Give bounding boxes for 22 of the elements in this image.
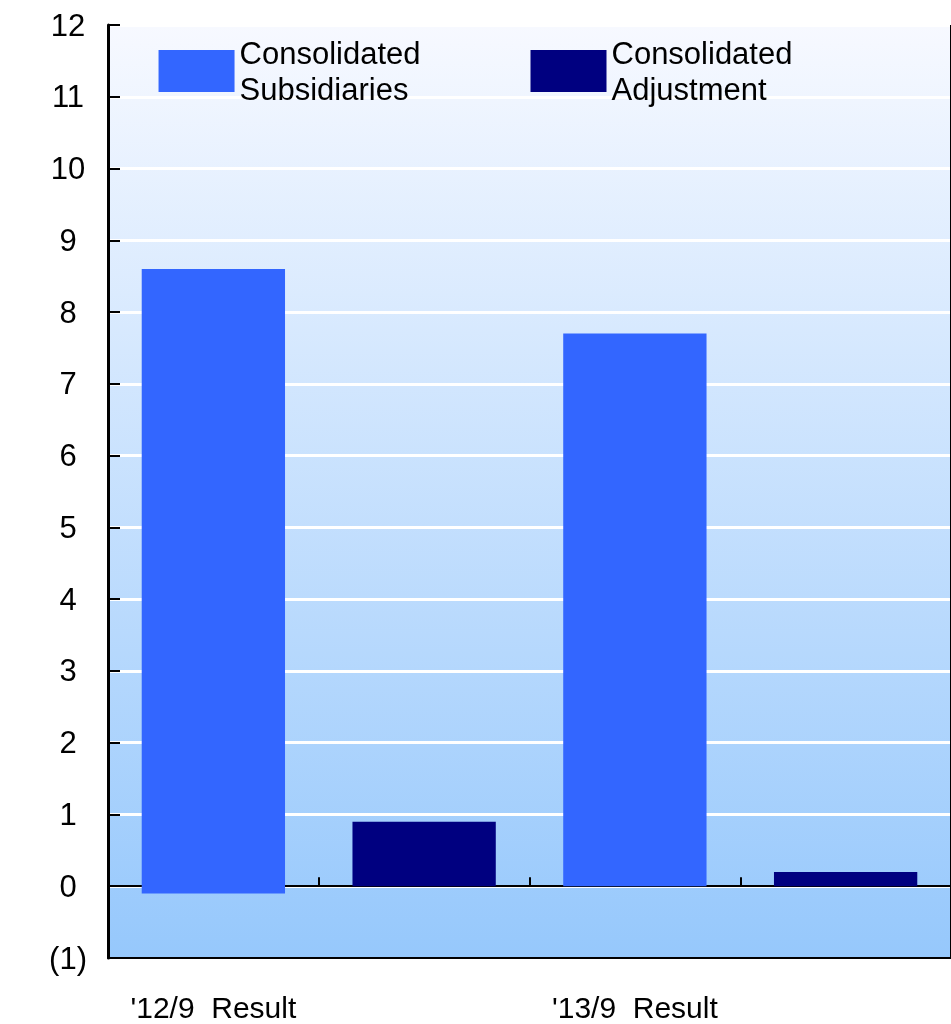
y-tick-label: 1	[59, 796, 77, 832]
bar	[773, 871, 918, 887]
y-tick-label: 2	[59, 725, 77, 761]
bar	[563, 333, 707, 887]
x-tick-label: '12/9 Result	[130, 990, 297, 1024]
y-tick-label: 10	[50, 151, 86, 187]
y-tick-label: (1)	[49, 940, 87, 976]
y-tick-label: 9	[59, 222, 77, 258]
bar	[141, 269, 286, 894]
y-tick-label: 0	[59, 868, 77, 904]
x-tick-label: '13/9 Result	[551, 990, 719, 1024]
y-tick-label: 5	[59, 509, 77, 545]
y-tick-label: 3	[59, 653, 77, 689]
y-tick-label: 4	[59, 581, 77, 617]
y-tick-label: 11	[51, 79, 85, 115]
legend-label: Consolidated Adjustment	[611, 35, 793, 107]
legend-label: Consolidated Subsidiaries	[239, 35, 421, 107]
y-tick-label: 8	[59, 294, 77, 330]
y-tick-label: 6	[59, 438, 77, 474]
y-tick-label: 12	[50, 7, 86, 43]
bar	[352, 821, 496, 887]
y-tick-label: 7	[59, 366, 77, 402]
